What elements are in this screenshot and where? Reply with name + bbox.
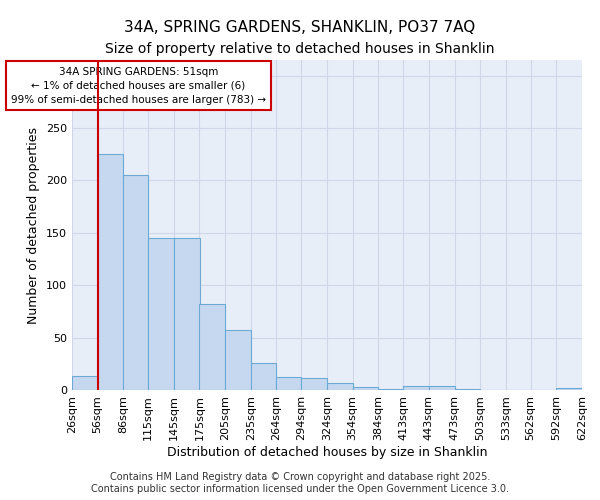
Bar <box>148 238 174 390</box>
Text: Size of property relative to detached houses in Shanklin: Size of property relative to detached ho… <box>105 42 495 56</box>
Text: 34A, SPRING GARDENS, SHANKLIN, PO37 7AQ: 34A, SPRING GARDENS, SHANKLIN, PO37 7AQ <box>124 20 476 35</box>
Bar <box>379 389 403 390</box>
Bar <box>403 386 429 390</box>
Y-axis label: Number of detached properties: Number of detached properties <box>28 126 40 324</box>
Bar <box>455 389 480 390</box>
Bar <box>199 304 225 390</box>
Bar <box>275 378 301 390</box>
Bar <box>225 330 251 390</box>
Bar <box>327 382 353 390</box>
Bar <box>301 378 327 390</box>
X-axis label: Distribution of detached houses by size in Shanklin: Distribution of detached houses by size … <box>167 446 487 458</box>
Text: 34A SPRING GARDENS: 51sqm
← 1% of detached houses are smaller (6)
99% of semi-de: 34A SPRING GARDENS: 51sqm ← 1% of detach… <box>11 66 266 104</box>
Bar <box>124 175 148 390</box>
Bar <box>429 386 455 390</box>
Bar <box>98 154 124 390</box>
Text: Contains HM Land Registry data © Crown copyright and database right 2025.
Contai: Contains HM Land Registry data © Crown c… <box>91 472 509 494</box>
Bar <box>251 363 275 390</box>
Bar <box>556 388 582 390</box>
Bar <box>353 387 379 390</box>
Bar <box>72 376 98 390</box>
Bar <box>174 238 199 390</box>
